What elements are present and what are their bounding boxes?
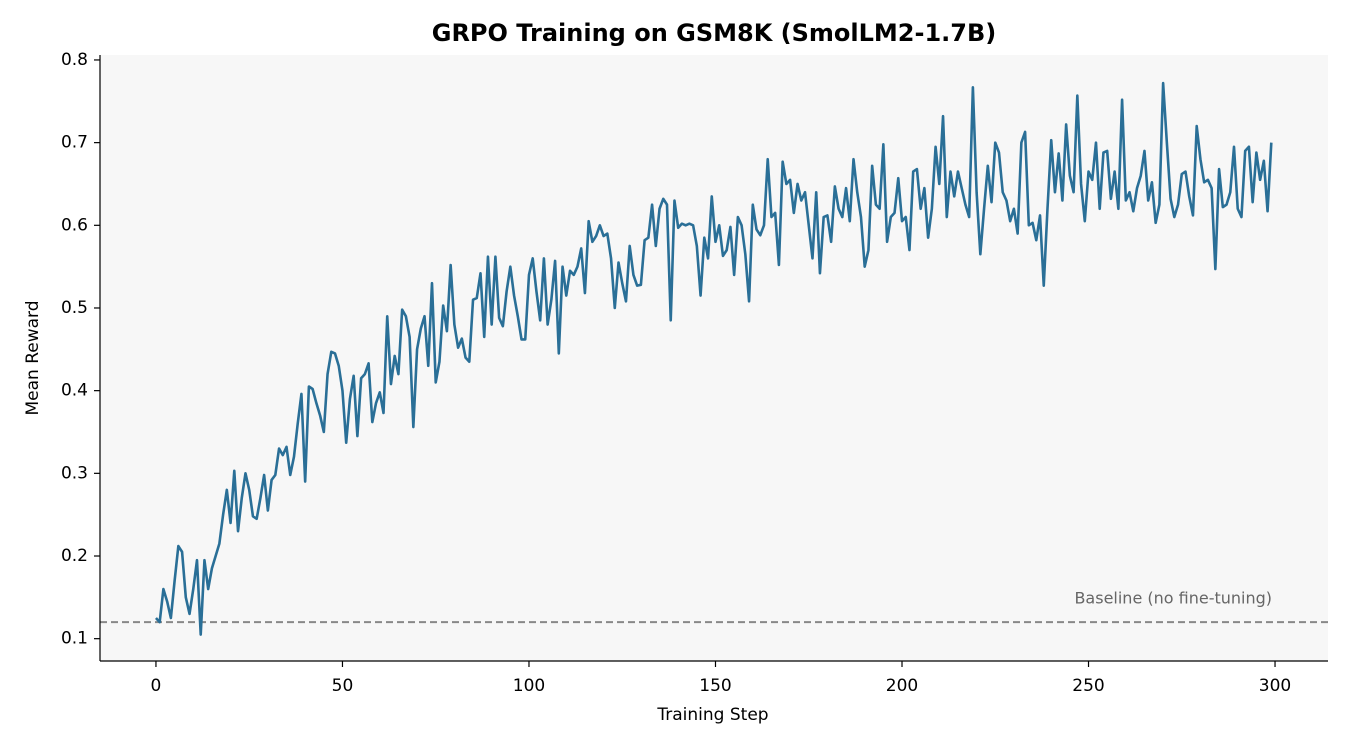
y-tick-label: 0.6 (61, 215, 88, 235)
y-tick-label: 0.1 (61, 629, 88, 649)
x-tick-label: 200 (886, 676, 918, 696)
y-axis-label: Mean Reward (23, 300, 43, 415)
baseline-label: Baseline (no fine-tuning) (1074, 589, 1272, 608)
y-tick-label: 0.3 (61, 463, 88, 483)
x-axis-label: Training Step (656, 705, 768, 725)
x-tick-label: 50 (332, 676, 354, 696)
y-tick-label: 0.2 (61, 546, 88, 566)
data-line (154, 81, 1273, 636)
x-tick-label: 300 (1259, 676, 1291, 696)
y-tick-label: 0.4 (61, 381, 88, 401)
y-tick-label: 0.8 (61, 50, 88, 70)
x-tick-label: 150 (699, 676, 731, 696)
plot-background (100, 55, 1328, 661)
x-tick-label: 250 (1072, 676, 1104, 696)
x-tick-label: 100 (513, 676, 545, 696)
x-tick-label: 0 (151, 676, 162, 696)
y-tick-label: 0.7 (61, 133, 88, 153)
y-tick-label: 0.5 (61, 298, 88, 318)
chart-title: GRPO Training on GSM8K (SmolLM2-1.7B) (432, 19, 997, 47)
